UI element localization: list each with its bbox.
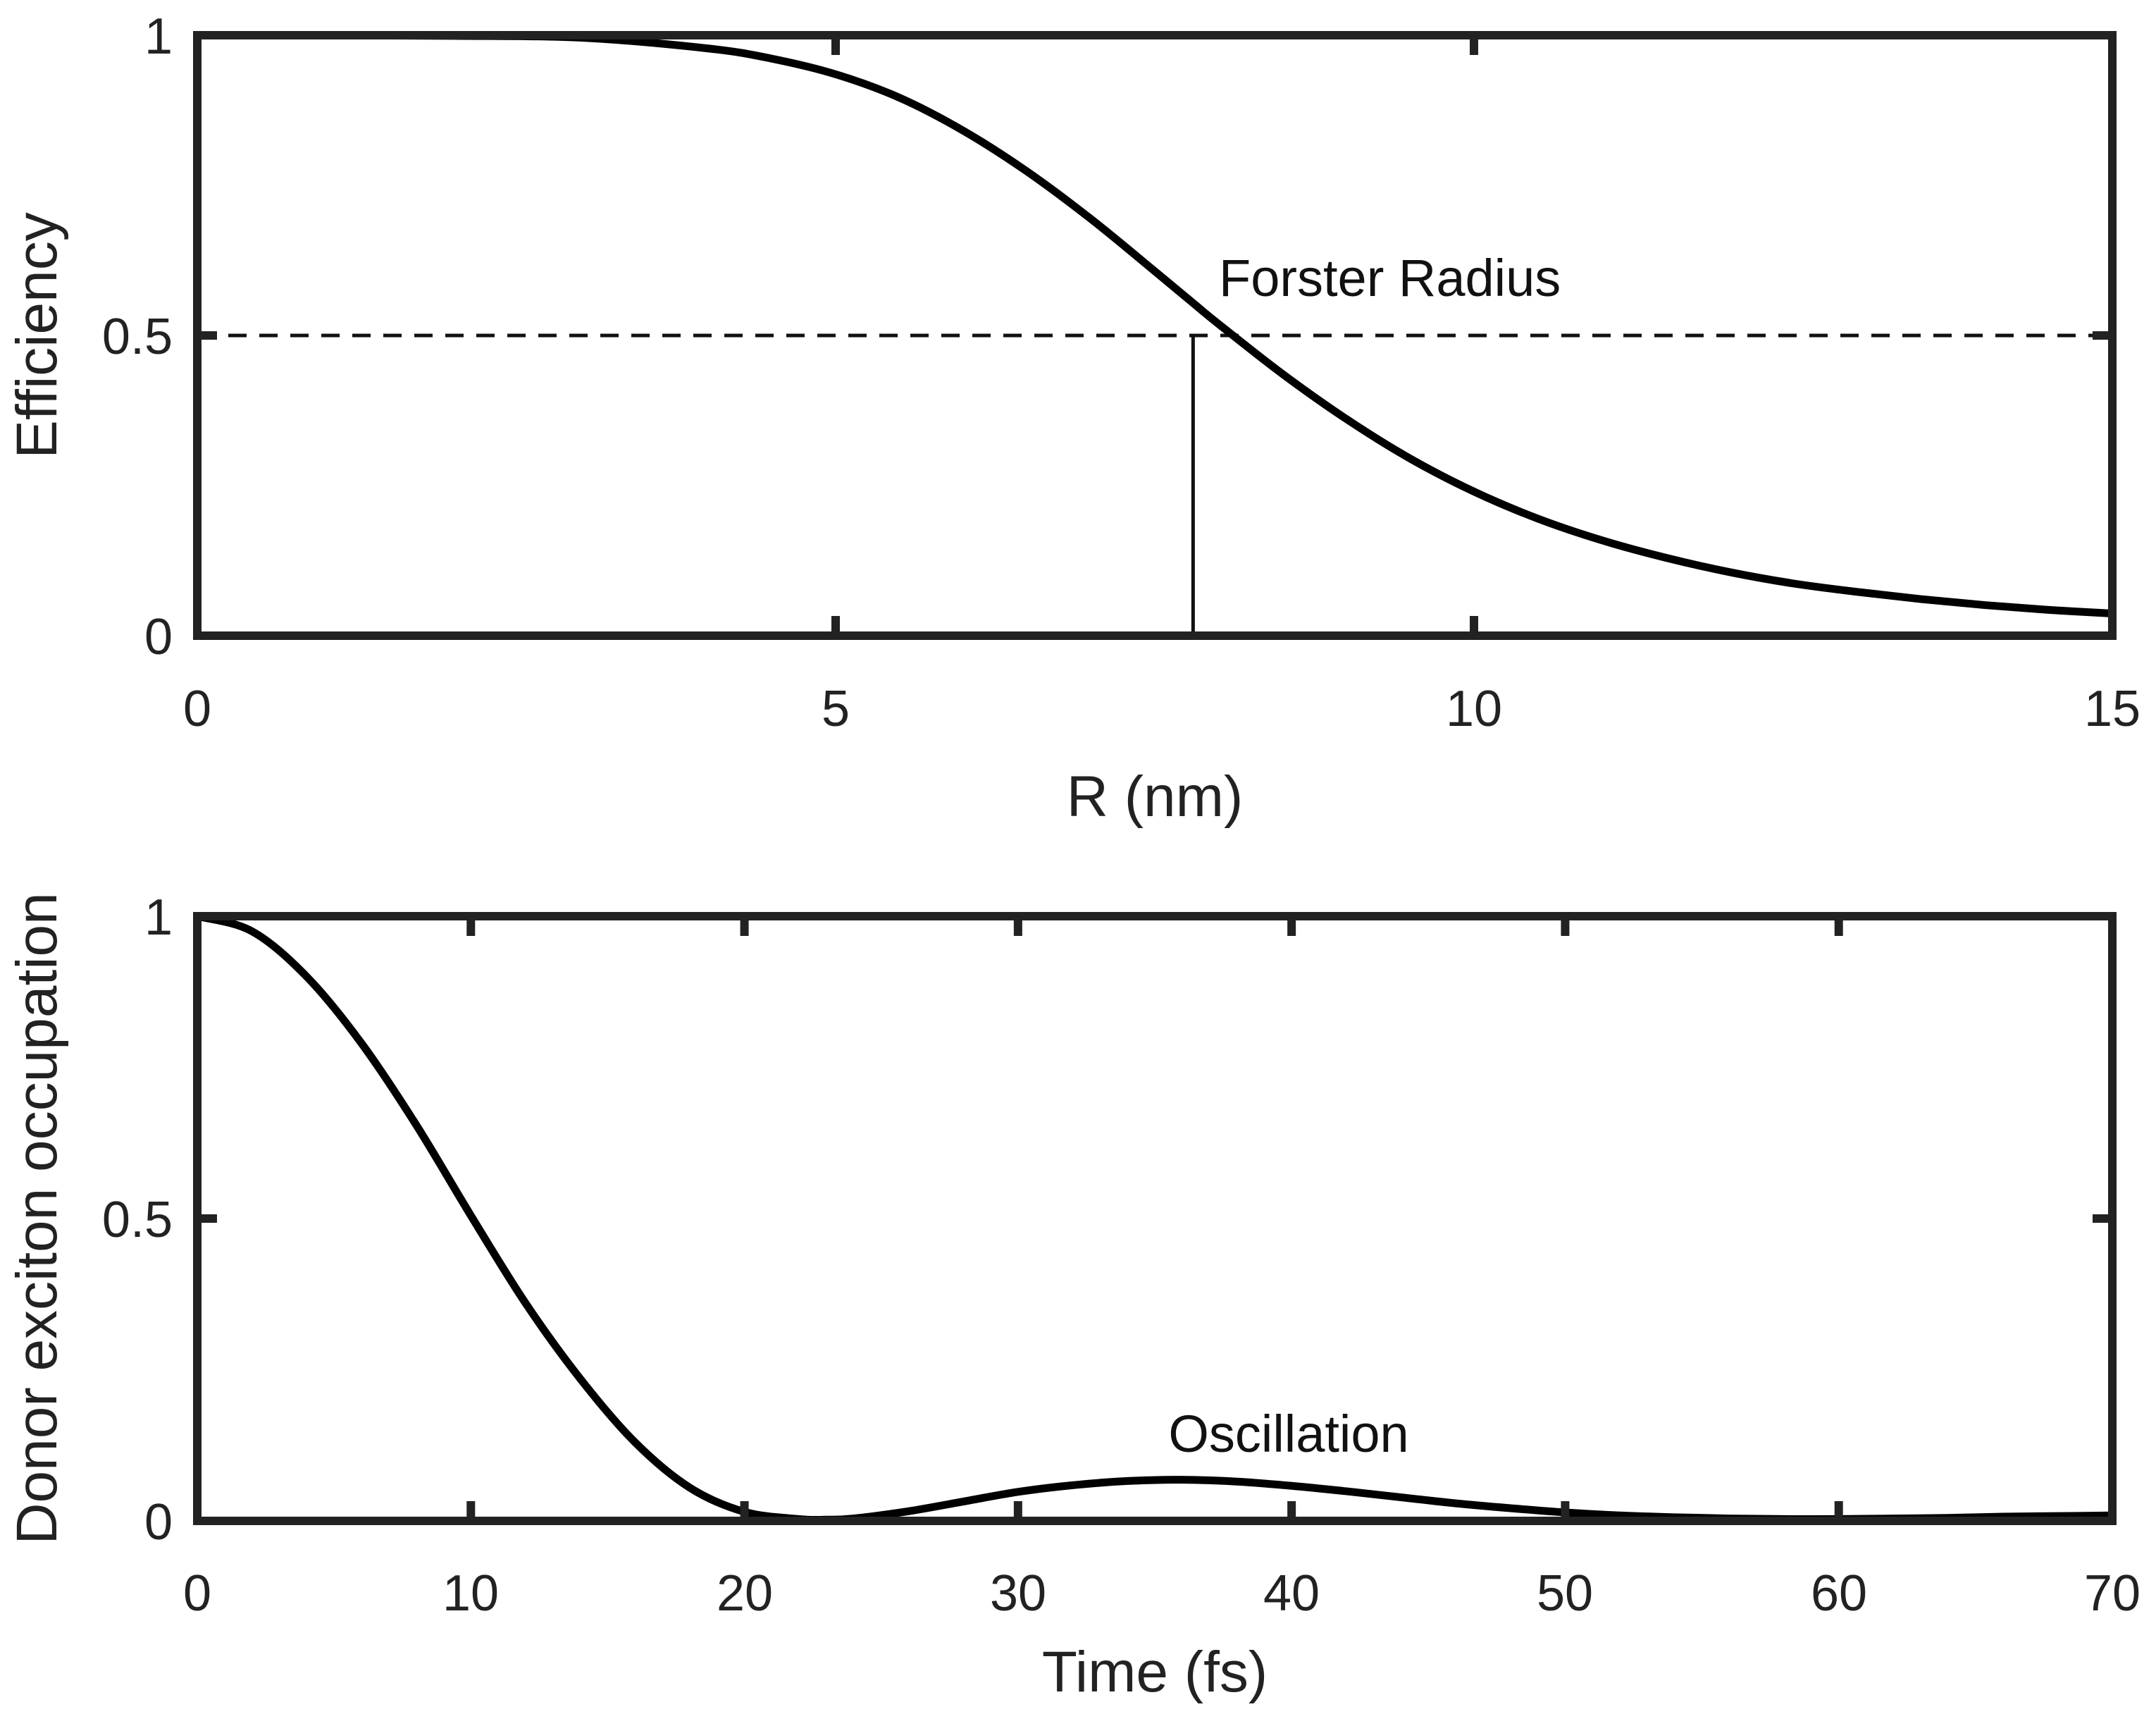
- y-tick-label: 0.5: [102, 309, 173, 365]
- x-tick-label: 20: [717, 1565, 773, 1622]
- x-tick-label: 10: [1446, 681, 1502, 737]
- y-tick-label: 0.5: [102, 1192, 173, 1248]
- y-axis-label: Efficiency: [5, 212, 69, 458]
- y-tick-label: 1: [144, 8, 173, 65]
- x-tick-label: 50: [1537, 1565, 1593, 1622]
- x-tick-label: 15: [2084, 681, 2140, 737]
- efficiency-plot: 0 5 10 15 0 0.5 1 R (nm) Efficiency Fors…: [5, 8, 2140, 829]
- series-line: [193, 31, 2117, 617]
- x-tick-label: 30: [990, 1565, 1046, 1622]
- x-tick-label: 60: [1811, 1565, 1867, 1622]
- annotation-forster-radius: Forster Radius: [1219, 249, 1561, 307]
- x-tick-label: 10: [442, 1565, 499, 1622]
- y-tick-label: 1: [144, 889, 173, 946]
- series-line: [193, 912, 2117, 1524]
- y-tick-label: 0: [144, 1494, 173, 1550]
- x-tick-label: 0: [183, 1565, 211, 1622]
- annotation-oscillation: Oscillation: [1168, 1405, 1408, 1463]
- x-axis-label: R (nm): [1067, 765, 1244, 829]
- x-tick-label: 40: [1263, 1565, 1320, 1622]
- x-axis-label: Time (fs): [1042, 1640, 1268, 1704]
- y-tick-label: 0: [144, 609, 173, 665]
- plot-frame: [193, 912, 2117, 1525]
- donor-occupation-plot: 0 10 20 30 40 50 60 70 0 0.5 1 Time (fs)…: [5, 889, 2140, 1704]
- x-tick-label: 70: [2084, 1565, 2140, 1622]
- x-tick-label: 5: [822, 681, 850, 737]
- x-tick-label: 0: [183, 681, 211, 737]
- y-axis-label: Donor exciton occupation: [5, 892, 69, 1544]
